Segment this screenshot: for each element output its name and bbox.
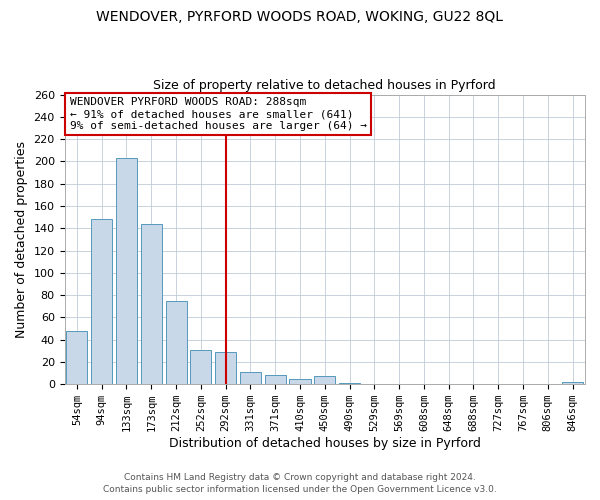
- Bar: [562, 382, 583, 384]
- Bar: [141, 224, 162, 384]
- Bar: [314, 376, 335, 384]
- Bar: [289, 378, 311, 384]
- Bar: [265, 376, 286, 384]
- Bar: [240, 372, 261, 384]
- Bar: [91, 220, 112, 384]
- Bar: [339, 383, 360, 384]
- Bar: [190, 350, 211, 384]
- Text: WENDOVER, PYRFORD WOODS ROAD, WOKING, GU22 8QL: WENDOVER, PYRFORD WOODS ROAD, WOKING, GU…: [97, 10, 503, 24]
- Text: WENDOVER PYRFORD WOODS ROAD: 288sqm
← 91% of detached houses are smaller (641)
9: WENDOVER PYRFORD WOODS ROAD: 288sqm ← 91…: [70, 98, 367, 130]
- Bar: [215, 352, 236, 384]
- Text: Contains HM Land Registry data © Crown copyright and database right 2024.
Contai: Contains HM Land Registry data © Crown c…: [103, 472, 497, 494]
- Bar: [116, 158, 137, 384]
- Bar: [166, 300, 187, 384]
- Title: Size of property relative to detached houses in Pyrford: Size of property relative to detached ho…: [154, 79, 496, 92]
- Bar: [67, 330, 88, 384]
- X-axis label: Distribution of detached houses by size in Pyrford: Distribution of detached houses by size …: [169, 437, 481, 450]
- Y-axis label: Number of detached properties: Number of detached properties: [15, 141, 28, 338]
